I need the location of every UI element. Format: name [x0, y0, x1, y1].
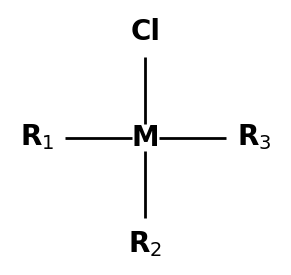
- Text: Cl: Cl: [130, 18, 161, 46]
- Text: $\mathregular{R}_{1}$: $\mathregular{R}_{1}$: [19, 123, 54, 152]
- Text: $\mathregular{R}_{3}$: $\mathregular{R}_{3}$: [237, 123, 272, 152]
- Text: M: M: [132, 123, 159, 152]
- Text: $\mathregular{R}_{2}$: $\mathregular{R}_{2}$: [129, 229, 162, 259]
